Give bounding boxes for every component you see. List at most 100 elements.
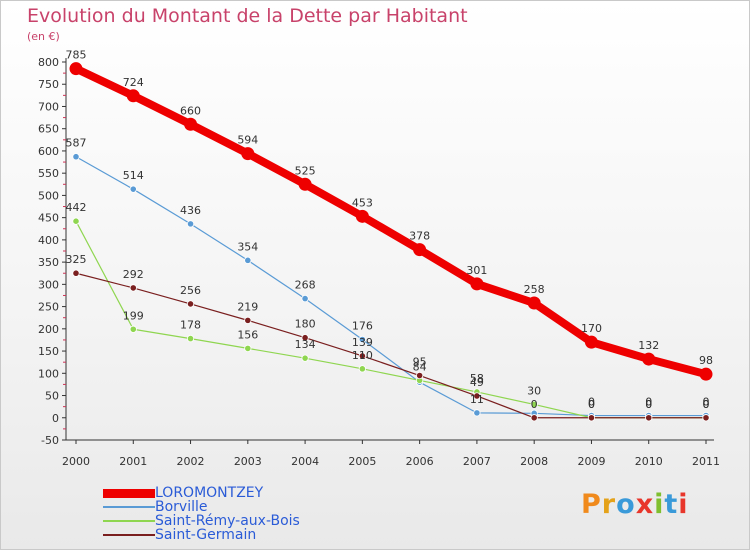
x-tick-label: 2004: [291, 455, 319, 468]
legend-swatch: [103, 506, 155, 508]
data-label: 0: [588, 396, 595, 409]
data-label: 0: [703, 398, 710, 411]
data-label: 110: [352, 349, 373, 362]
y-tick-label: 150: [38, 345, 59, 358]
data-point: [702, 414, 710, 422]
data-point: [530, 400, 538, 409]
y-tick-label: 100: [38, 367, 59, 380]
data-label: 0: [645, 398, 652, 411]
legend-label: Saint-Germain: [155, 527, 257, 543]
data-label: 49: [470, 376, 484, 389]
data-point: [301, 334, 309, 342]
legend-label: LOROMONTZEY: [155, 485, 264, 501]
data-label: 178: [180, 319, 201, 332]
y-tick-label: 700: [38, 100, 59, 113]
data-label: 442: [66, 201, 87, 214]
legend-swatch: [103, 488, 155, 498]
data-label: 378: [409, 230, 430, 243]
data-point: [642, 352, 656, 366]
y-tick-label: 500: [38, 189, 59, 202]
data-label: 199: [123, 309, 144, 322]
data-label: 594: [237, 134, 258, 147]
y-tick-label: 600: [38, 145, 59, 158]
y-tick-label: 650: [38, 123, 59, 136]
data-label: 132: [638, 339, 659, 352]
logo-letter: r: [601, 489, 617, 520]
data-point: [473, 392, 481, 400]
data-point: [355, 209, 369, 223]
proxiti-logo: Proxiti: [581, 489, 689, 520]
data-point: [530, 414, 538, 422]
series-line: [72, 64, 710, 379]
data-label: 139: [352, 336, 373, 349]
data-label: 84: [413, 360, 427, 373]
logo-letter: i: [654, 489, 665, 520]
series-line: [75, 272, 707, 419]
x-tick-label: 2009: [577, 455, 605, 468]
data-point: [69, 62, 83, 76]
y-tick-label: 250: [38, 301, 59, 314]
data-point: [301, 294, 309, 303]
series-line: [75, 156, 707, 417]
data-label: 436: [180, 204, 201, 217]
data-label: 453: [352, 196, 373, 209]
data-point: [699, 367, 713, 381]
data-point: [72, 269, 80, 277]
data-point: [645, 414, 653, 422]
x-tick-label: 2007: [463, 455, 491, 468]
data-point: [358, 335, 366, 344]
data-label: 95: [413, 356, 427, 369]
x-tick-label: 2003: [234, 455, 262, 468]
data-point: [244, 344, 252, 352]
data-label: 724: [123, 76, 144, 89]
data-label: 156: [237, 328, 258, 341]
data-point: [129, 284, 137, 292]
data-point: [244, 316, 252, 324]
data-label: 354: [237, 240, 258, 253]
y-tick-label: 300: [38, 278, 59, 291]
data-point: [184, 117, 198, 131]
data-label: 256: [180, 284, 201, 297]
logo-letter: i: [678, 489, 689, 520]
data-point: [72, 153, 80, 161]
data-label: 258: [524, 283, 545, 296]
x-tick-label: 2011: [692, 455, 720, 468]
data-point: [129, 185, 137, 193]
data-point: [416, 371, 424, 380]
data-label: 325: [66, 253, 87, 266]
x-tick-label: 2001: [119, 455, 147, 468]
data-label: 134: [295, 338, 316, 351]
logo-letter: x: [635, 489, 655, 520]
series-line: [75, 220, 707, 419]
data-point: [186, 300, 195, 308]
data-point: [186, 220, 195, 228]
y-tick-label: 0: [52, 412, 59, 425]
data-label: 30: [527, 384, 541, 397]
data-point: [126, 89, 140, 103]
logo-letter: o: [616, 489, 636, 520]
data-label: 587: [66, 137, 87, 150]
data-point: [298, 177, 312, 191]
y-tick-label: 400: [38, 234, 59, 247]
x-tick-label: 2000: [62, 455, 90, 468]
y-tick-label: 750: [38, 78, 59, 91]
data-label: 0: [531, 398, 538, 411]
legend-label: Saint-Rémy-aux-Bois: [155, 513, 300, 529]
data-label: 219: [237, 300, 258, 313]
chart-title: Evolution du Montant de la Dette par Hab…: [27, 5, 468, 27]
data-point: [470, 277, 484, 291]
legend-label: Borville: [155, 499, 208, 515]
y-tick-label: 50: [45, 390, 59, 403]
x-tick-label: 2006: [406, 455, 434, 468]
legend-swatch: [103, 520, 155, 522]
data-point: [358, 352, 366, 360]
data-label: 170: [581, 322, 602, 335]
data-label: 176: [352, 319, 373, 332]
data-label: 0: [703, 398, 710, 411]
data-label: 785: [66, 49, 87, 62]
logo-letter: t: [664, 489, 679, 520]
data-label: 98: [699, 354, 713, 367]
y-axis-unit: (en €): [27, 30, 60, 43]
data-point: [527, 296, 541, 310]
